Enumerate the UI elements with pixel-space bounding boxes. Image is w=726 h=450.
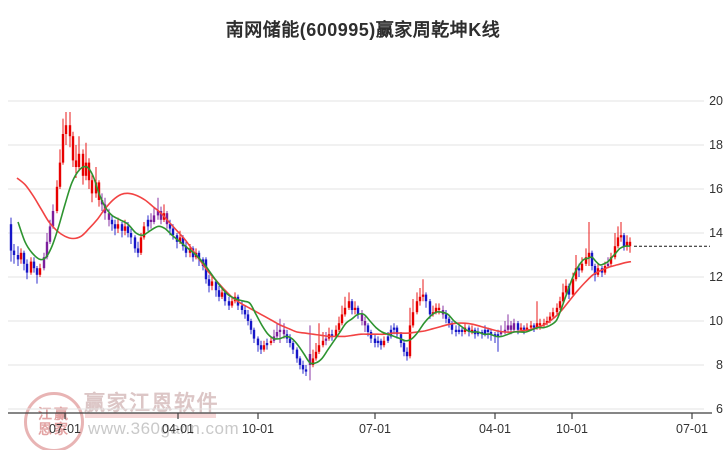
y-tick-label: 12 (709, 270, 723, 284)
seal-text-bottom: 恩家 (38, 421, 70, 437)
x-tick-label: 10-01 (242, 422, 274, 436)
y-axis-labels: 20 18 16 14 12 10 8 6 (709, 94, 723, 416)
x-tick-label: 07-01 (359, 422, 391, 436)
y-tick-label: 8 (716, 358, 723, 372)
chart-title: 南网储能(600995)赢家周乾坤K线 (225, 20, 501, 40)
watermark-url: www.360gann.com (88, 419, 240, 438)
slow-indicator-line (16, 177, 632, 338)
seal-text-top: 江赢 (38, 406, 70, 422)
x-tick-label: 04-01 (162, 422, 194, 436)
y-tick-label: 16 (709, 182, 723, 196)
watermark-seal-icon: 江赢 恩家 (24, 392, 84, 450)
y-tick-label: 10 (709, 314, 723, 328)
watermark-underline (85, 413, 216, 418)
y-tick-label: 18 (709, 138, 723, 152)
y-tick-label: 14 (709, 226, 723, 240)
x-tick-label: 07-01 (676, 422, 708, 436)
indicator-lines-layer (16, 165, 632, 365)
fast-indicator-line (17, 165, 631, 365)
candles-layer (9, 112, 632, 381)
x-axis: 07-01 04-01 10-01 07-01 04-01 10-01 07-01 (8, 412, 712, 436)
x-tick-label: 07-01 (49, 422, 81, 436)
y-tick-label: 6 (716, 402, 723, 416)
x-tick-label: 10-01 (556, 422, 588, 436)
x-tick-label: 04-01 (479, 422, 511, 436)
y-tick-label: 20 (709, 94, 723, 108)
